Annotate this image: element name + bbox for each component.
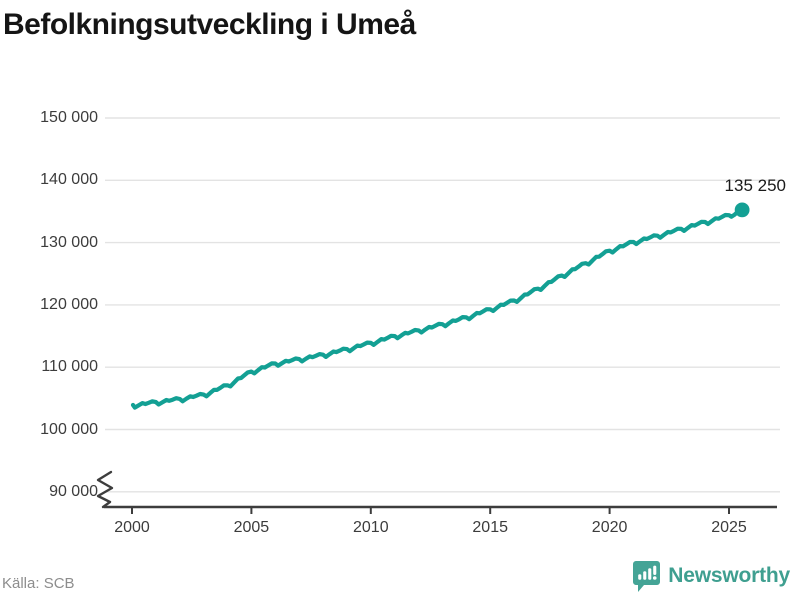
y-tick-label: 150 000 [40,109,98,126]
y-axis-break-icon [96,470,114,509]
source-note: Källa: SCB [2,575,75,592]
y-tick-label: 90 000 [49,482,98,500]
population-line [130,207,745,410]
end-value-label: 135 250 [724,176,786,195]
x-tick-label: 2020 [591,519,628,536]
x-tick-label: 2000 [114,519,150,536]
y-tick-label: 130 000 [40,233,98,251]
newsworthy-bars-icon [633,560,661,592]
y-tick-label: 100 000 [40,420,98,438]
newsworthy-logo: Newsworthy [633,560,790,592]
x-tick-label: 2015 [472,519,508,536]
x-tick-label: 2025 [711,519,747,536]
chart-title: Befolkningsutveckling i Umeå [3,8,416,41]
x-tick-label: 2005 [233,519,270,536]
y-tick-label: 140 000 [40,171,98,189]
x-tick-label: 2010 [353,519,389,536]
y-tick-label: 120 000 [40,295,98,313]
end-point-marker [734,202,750,218]
y-tick-label: 110 000 [41,358,98,376]
newsworthy-wordmark: Newsworthy [668,564,790,587]
